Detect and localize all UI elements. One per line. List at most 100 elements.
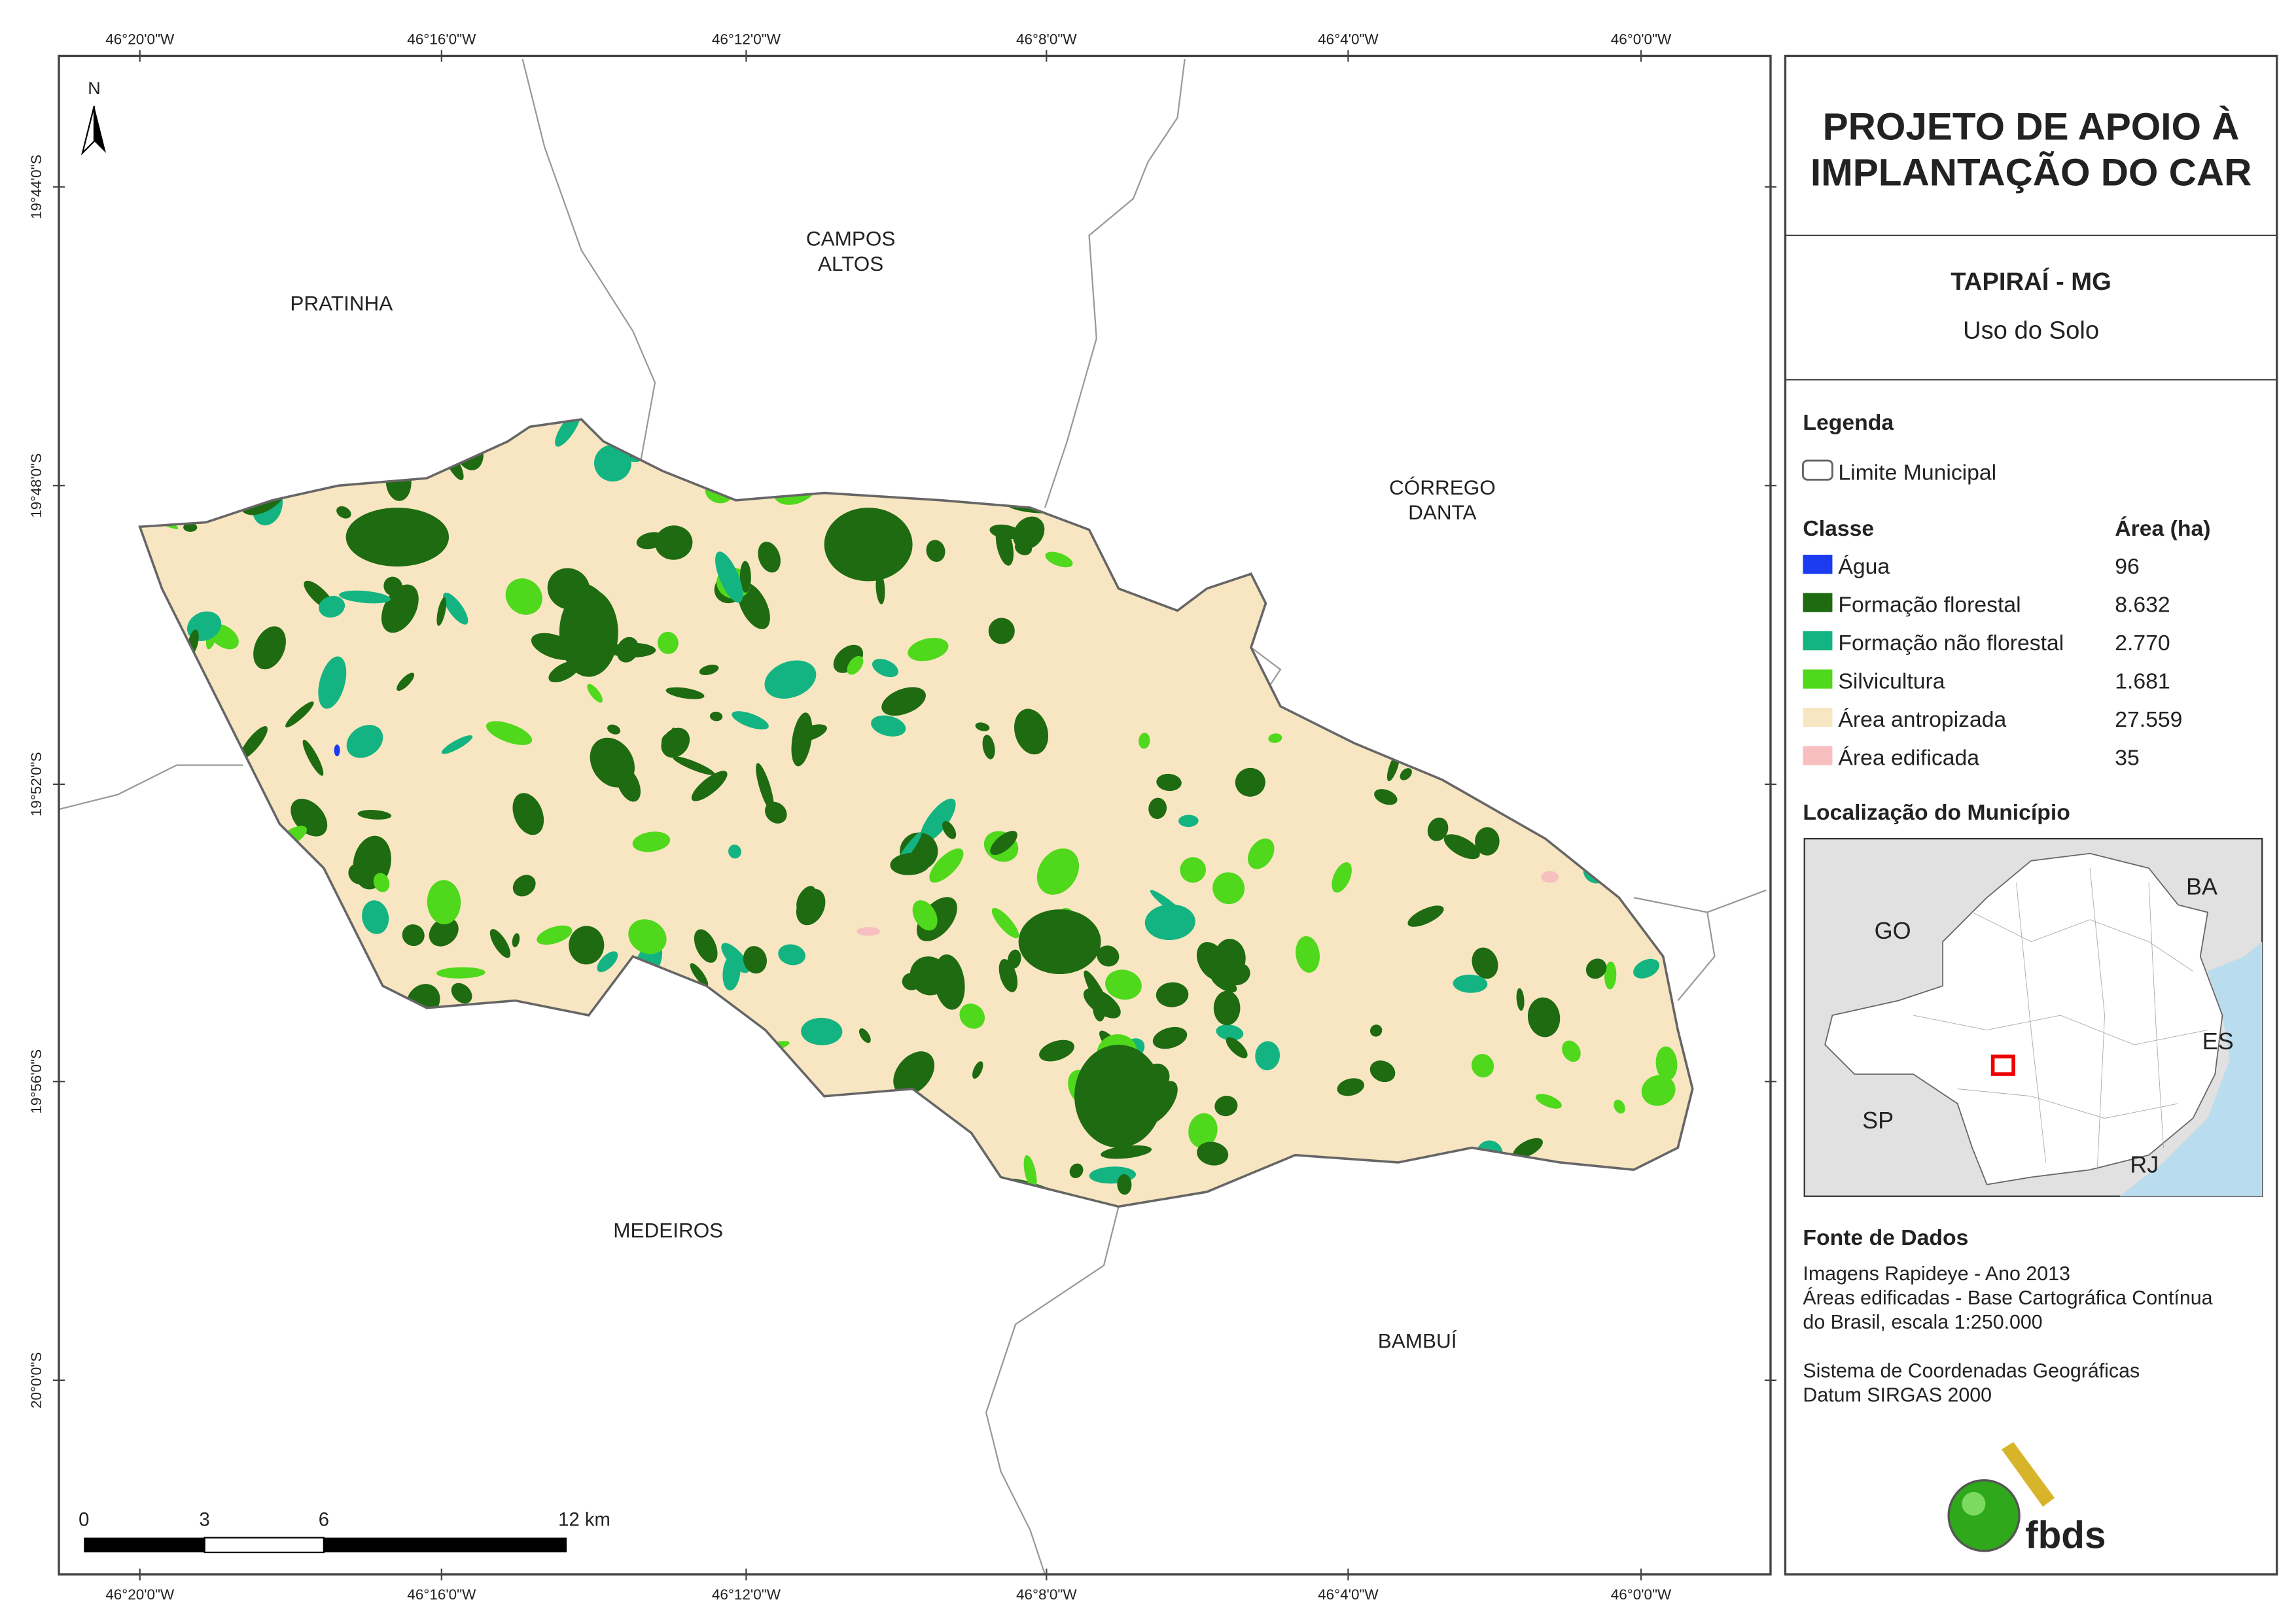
scale-segment [203, 1537, 325, 1554]
area-header: Área (ha) [2115, 516, 2210, 541]
land-cover-patch [451, 983, 472, 1004]
land-cover-patch [537, 925, 573, 945]
land-cover-patch [908, 638, 949, 661]
land-cover-patch [912, 900, 938, 931]
latitude-label: 19°52'0"S [28, 752, 44, 816]
land-cover-patch [1180, 857, 1206, 883]
north-arrow-right [94, 105, 106, 153]
land-cover-patch [756, 763, 774, 812]
land-cover-patch [357, 810, 392, 820]
land-cover-patch [847, 655, 864, 675]
land-cover-patch [429, 917, 459, 947]
land-cover-patch [972, 1061, 983, 1079]
land-cover-patch [1156, 773, 1182, 792]
land-cover-patch [728, 845, 741, 859]
latitude-label: 19°44'0"S [28, 154, 44, 219]
land-cover-patch [239, 726, 268, 759]
land-cover-patch [346, 725, 383, 758]
latitude-label: 19°56'0"S [28, 1049, 44, 1114]
place-label: CÓRREGO [1389, 476, 1496, 499]
land-cover-patch [690, 963, 709, 987]
legend-swatch [1803, 707, 1833, 727]
legend-heading: Legenda [1803, 410, 1894, 435]
land-cover-patch [758, 542, 781, 573]
land-cover-patch [1074, 1045, 1163, 1148]
source-line: do Brasil, escala 1:250.000 [1803, 1312, 2042, 1333]
land-cover-patch [1472, 947, 1498, 979]
land-cover-patch [995, 524, 1014, 566]
land-cover-patch [1513, 1138, 1543, 1159]
land-cover-patch [1069, 1163, 1084, 1178]
land-cover-patch [1655, 1046, 1678, 1081]
land-cover-patch [739, 561, 751, 593]
legend-swatch [1803, 593, 1833, 612]
legend-class: Água [1838, 554, 1890, 579]
class-header: Classe [1803, 516, 1874, 541]
land-cover-patch [594, 444, 631, 482]
panel-title: PROJETO DE APOIO À [1823, 105, 2240, 148]
legend-class: Área antropizada [1838, 707, 2006, 732]
panel-frame [1784, 54, 2278, 1576]
land-cover-patch [764, 660, 817, 699]
land-cover-patch [1212, 872, 1245, 905]
legend-swatch [1803, 746, 1833, 765]
land-cover-patch [319, 595, 345, 618]
land-cover-patch [1585, 958, 1607, 979]
land-cover-patch [990, 831, 1017, 856]
land-cover-patch [1197, 1142, 1229, 1166]
land-cover-patch [302, 739, 324, 776]
land-cover-patch [1235, 767, 1265, 797]
boundary [985, 1206, 1120, 1575]
land-cover-patch [920, 798, 956, 843]
legend-area: 96 [2115, 554, 2140, 579]
land-cover-patch [1156, 982, 1189, 1007]
land-cover-patch [397, 672, 415, 691]
land-cover-patch [512, 793, 544, 835]
longitude-label: 46°4'0"W [1318, 1586, 1379, 1603]
land-cover-patch [743, 946, 767, 974]
location-heading: Localização do Município [1803, 800, 2070, 825]
place-label: DANTA [1408, 500, 1476, 524]
land-cover-patch [569, 926, 605, 965]
municipal-grid [1913, 868, 2208, 1170]
land-cover-patch [801, 1017, 843, 1045]
land-cover-patch [1633, 958, 1660, 979]
land-cover-patch [1255, 1041, 1280, 1071]
land-cover-patch [732, 711, 769, 730]
source-line: Áreas edificadas - Base Cartográfica Con… [1803, 1287, 2212, 1309]
land-cover-patch [183, 523, 198, 532]
land-cover-patch [691, 771, 728, 801]
scale-label: 3 [200, 1510, 210, 1531]
longitude-label: 46°20'0"W [105, 1586, 175, 1603]
land-cover-patch [587, 684, 603, 703]
land-cover-patch [486, 721, 533, 745]
longitude-label: 46°12'0"W [712, 31, 781, 47]
longitude-label: 46°8'0"W [1016, 1586, 1077, 1603]
place-label: MEDEIROS [613, 1219, 723, 1242]
land-cover-patch [699, 665, 719, 676]
inset-label: GO [1875, 917, 1911, 944]
land-cover-patch [796, 886, 816, 913]
longitude-label: 46°0'0"W [1611, 1586, 1672, 1603]
land-cover-patch [253, 626, 286, 670]
land-cover-patch [1332, 862, 1352, 893]
land-cover-patch [1562, 1040, 1581, 1062]
land-cover-patch [381, 584, 419, 633]
boundary-swatch [1801, 459, 1833, 481]
land-cover-patch [1097, 945, 1120, 967]
land-cover-patch [1614, 1100, 1625, 1114]
land-cover-patch [608, 642, 656, 658]
land-cover-patch [1013, 516, 1045, 550]
land-cover-patch [427, 880, 461, 924]
land-cover-patch [383, 576, 403, 597]
land-cover-patch [1210, 973, 1237, 993]
land-cover-patch [505, 578, 542, 615]
scale-segment [84, 1537, 205, 1553]
land-cover-patch [982, 735, 995, 759]
land-cover-patch [926, 540, 945, 562]
land-cover-patch [1374, 789, 1398, 805]
latitude-label: 19°48'0"S [28, 453, 44, 518]
legend-boundary: Limite Municipal [1838, 460, 1996, 485]
land-cover-patch [824, 508, 913, 582]
